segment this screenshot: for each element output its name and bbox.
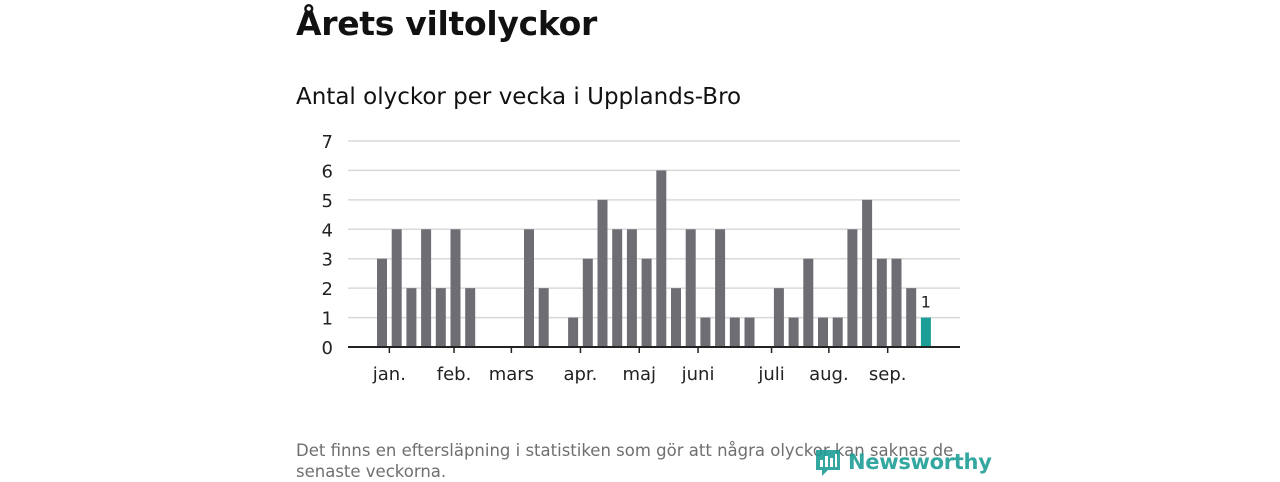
x-tick-label: feb. xyxy=(437,364,472,385)
newsworthy-brand: Newsworthy xyxy=(814,446,992,478)
bar xyxy=(847,229,858,347)
bar xyxy=(773,288,784,347)
y-tick-label: 7 xyxy=(322,132,333,153)
x-tick-label: juli xyxy=(757,364,784,385)
data-label: 1 xyxy=(921,293,931,312)
x-tick-label: sep. xyxy=(869,364,907,385)
x-tick-label: juni xyxy=(681,364,715,385)
bar xyxy=(876,258,887,347)
bar xyxy=(612,229,623,347)
bars xyxy=(377,170,931,347)
x-tick-label: maj xyxy=(622,364,656,385)
bar xyxy=(597,199,608,347)
bar xyxy=(729,317,740,347)
y-tick-label: 4 xyxy=(322,220,333,241)
bar xyxy=(421,229,432,347)
bar xyxy=(377,258,387,347)
bar xyxy=(626,229,637,347)
bar xyxy=(803,258,814,347)
bar xyxy=(406,288,417,347)
bar xyxy=(538,288,549,347)
bar xyxy=(568,317,579,347)
bar xyxy=(832,317,843,347)
gridlines xyxy=(348,140,960,319)
y-axis-ticks: 0 1 2 3 4 5 6 7 xyxy=(322,132,333,359)
y-tick-label: 2 xyxy=(322,279,333,300)
x-axis: jan. feb. mars apr. maj juni juli aug. sep. xyxy=(348,346,960,385)
x-tick-label: apr. xyxy=(563,364,597,385)
x-tick-label: mars xyxy=(489,364,534,385)
bar-chart: 0 1 2 3 4 5 6 7 1 jan. feb. mars apr. maj juni juli au… xyxy=(322,132,960,385)
footnote: Det finns en eftersläpning i statistiken… xyxy=(296,441,954,481)
bar xyxy=(524,229,534,347)
bar xyxy=(450,229,461,347)
bar xyxy=(818,317,828,347)
bar-highlight xyxy=(920,317,931,347)
y-tick-label: 5 xyxy=(322,191,333,212)
y-tick-label: 0 xyxy=(322,338,333,359)
bar xyxy=(788,317,799,347)
bar xyxy=(891,258,902,347)
x-tick-label: jan. xyxy=(372,364,406,385)
bar xyxy=(685,229,696,347)
bar xyxy=(906,288,917,347)
bar xyxy=(641,258,652,347)
bar xyxy=(435,288,446,347)
newsworthy-logo-icon xyxy=(816,450,840,476)
y-tick-label: 6 xyxy=(322,161,333,182)
bar xyxy=(715,229,726,347)
bar xyxy=(862,199,873,347)
x-tick-label: aug. xyxy=(809,364,849,385)
bar xyxy=(391,229,402,347)
y-tick-label: 1 xyxy=(322,309,333,330)
data-labels: 1 xyxy=(921,293,931,312)
bar xyxy=(582,258,593,347)
chart-subtitle: Antal olyckor per vecka i Upplands-Bro xyxy=(296,84,742,110)
bar xyxy=(656,170,667,347)
bar xyxy=(671,288,681,347)
y-tick-label: 3 xyxy=(322,250,333,271)
bar xyxy=(744,317,755,347)
bar xyxy=(700,317,711,347)
brand-name: Newsworthy xyxy=(848,450,992,474)
page-title: Årets viltolyckor xyxy=(296,4,597,43)
bar xyxy=(465,288,476,347)
